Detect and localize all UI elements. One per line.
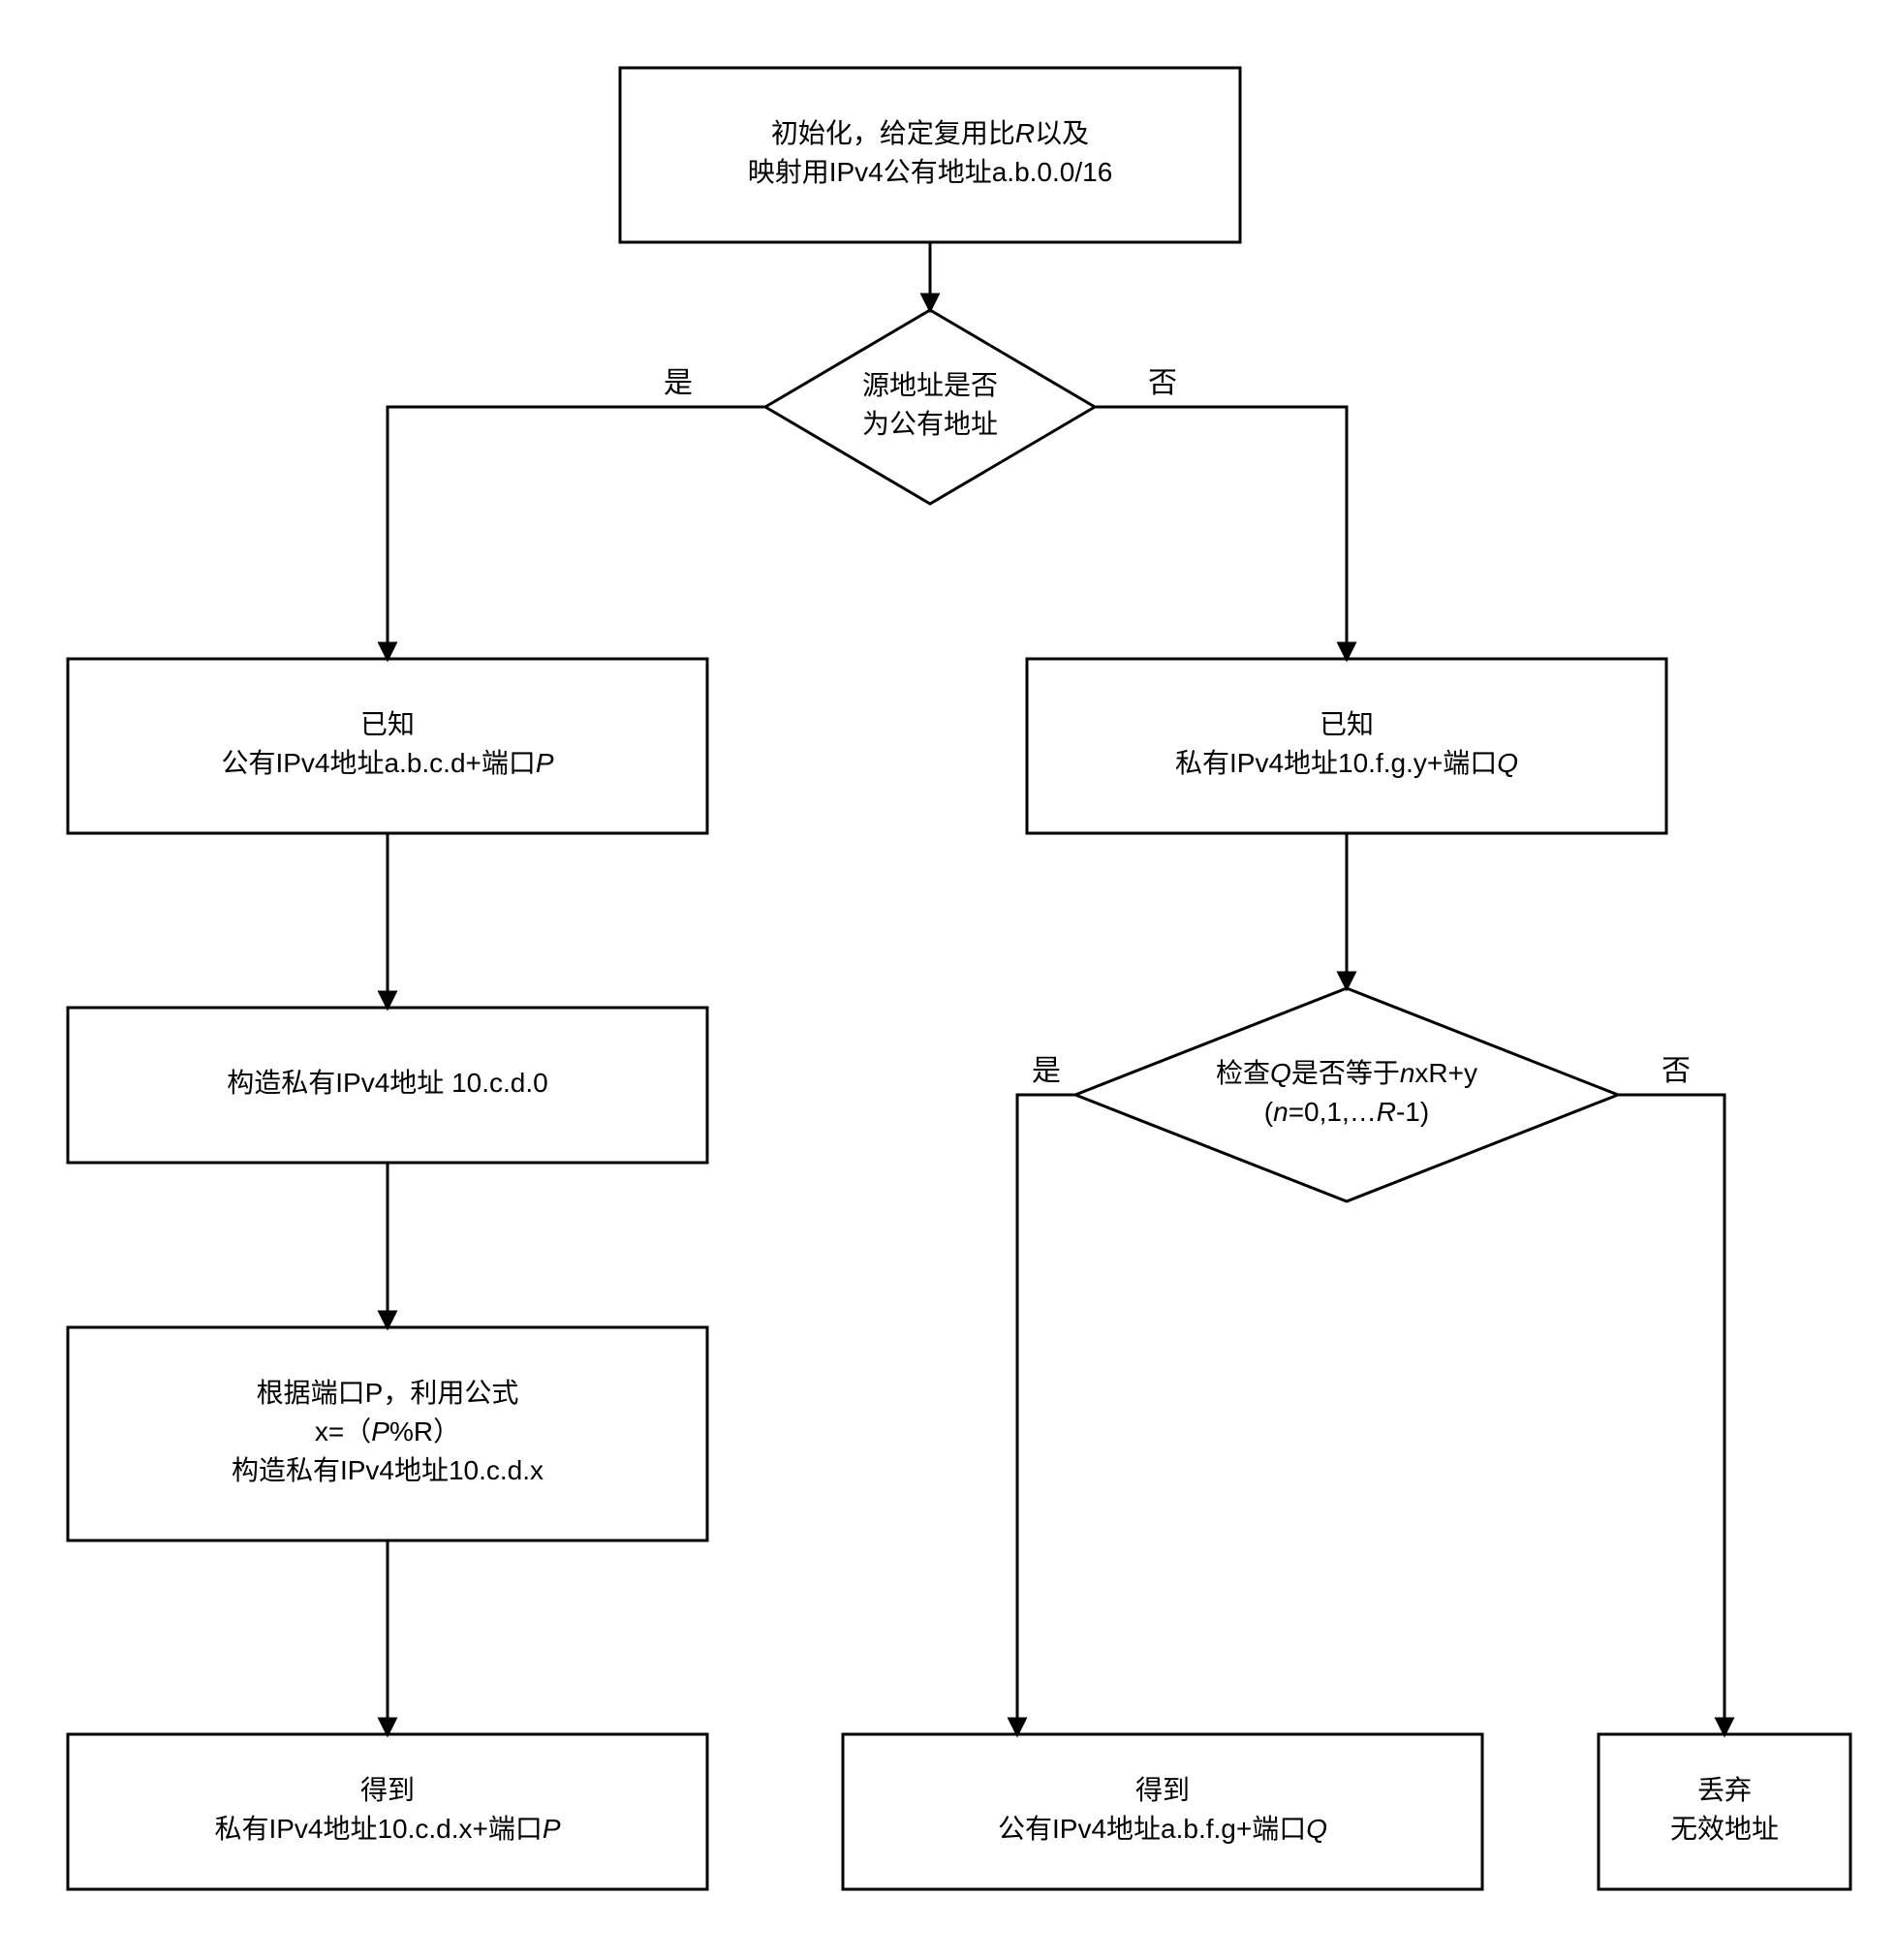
leftConstruct2-line-2: 构造私有IPv4地址10.c.d.x — [232, 1455, 544, 1485]
decision1-line-1: 为公有地址 — [862, 409, 998, 439]
decision2-line-0: 检查Q是否等于nxR+y — [1216, 1058, 1477, 1088]
decision1-line-0: 源地址是否 — [862, 370, 998, 400]
init-line-0: 初始化，给定复用比R以及 — [771, 118, 1089, 148]
background — [0, 0, 1895, 1960]
discard-line-1: 无效地址 — [1670, 1814, 1779, 1844]
leftConstruct2-line-0: 根据端口P，利用公式 — [257, 1378, 519, 1408]
flowchart-diagram: 初始化，给定复用比R以及映射用IPv4公有地址a.b.0.0/16 源地址是否为公… — [0, 0, 1895, 1960]
edge-label-8: 否 — [1662, 1055, 1691, 1087]
leftKnown-line-0: 已知 — [360, 709, 415, 739]
rightResult-line-1: 公有IPv4地址a.b.f.g+端口Q — [998, 1814, 1327, 1844]
leftKnown-line-1: 公有IPv4地址a.b.c.d+端口P — [221, 748, 553, 778]
leftConstruct1-line-0: 构造私有IPv4地址 10.c.d.0 — [227, 1068, 547, 1098]
decision2-line-1: (n=0,1,…R-1) — [1264, 1097, 1429, 1127]
init-line-1: 映射用IPv4公有地址a.b.0.0/16 — [748, 157, 1113, 187]
leftConstruct2-line-1: x=（P%R） — [315, 1416, 460, 1447]
edge-label-7: 是 — [1032, 1055, 1061, 1087]
rightKnown-line-0: 已知 — [1320, 709, 1374, 739]
rightResult-line-0: 得到 — [1135, 1775, 1190, 1805]
discard-line-0: 丢弃 — [1697, 1775, 1752, 1805]
leftResult-line-1: 私有IPv4地址10.c.d.x+端口P — [214, 1814, 560, 1844]
edge-label-1: 是 — [664, 367, 693, 399]
leftResult-line-0: 得到 — [360, 1775, 415, 1805]
rightKnown-line-1: 私有IPv4地址10.f.g.y+端口Q — [1175, 748, 1518, 778]
edge-label-2: 否 — [1148, 367, 1177, 399]
